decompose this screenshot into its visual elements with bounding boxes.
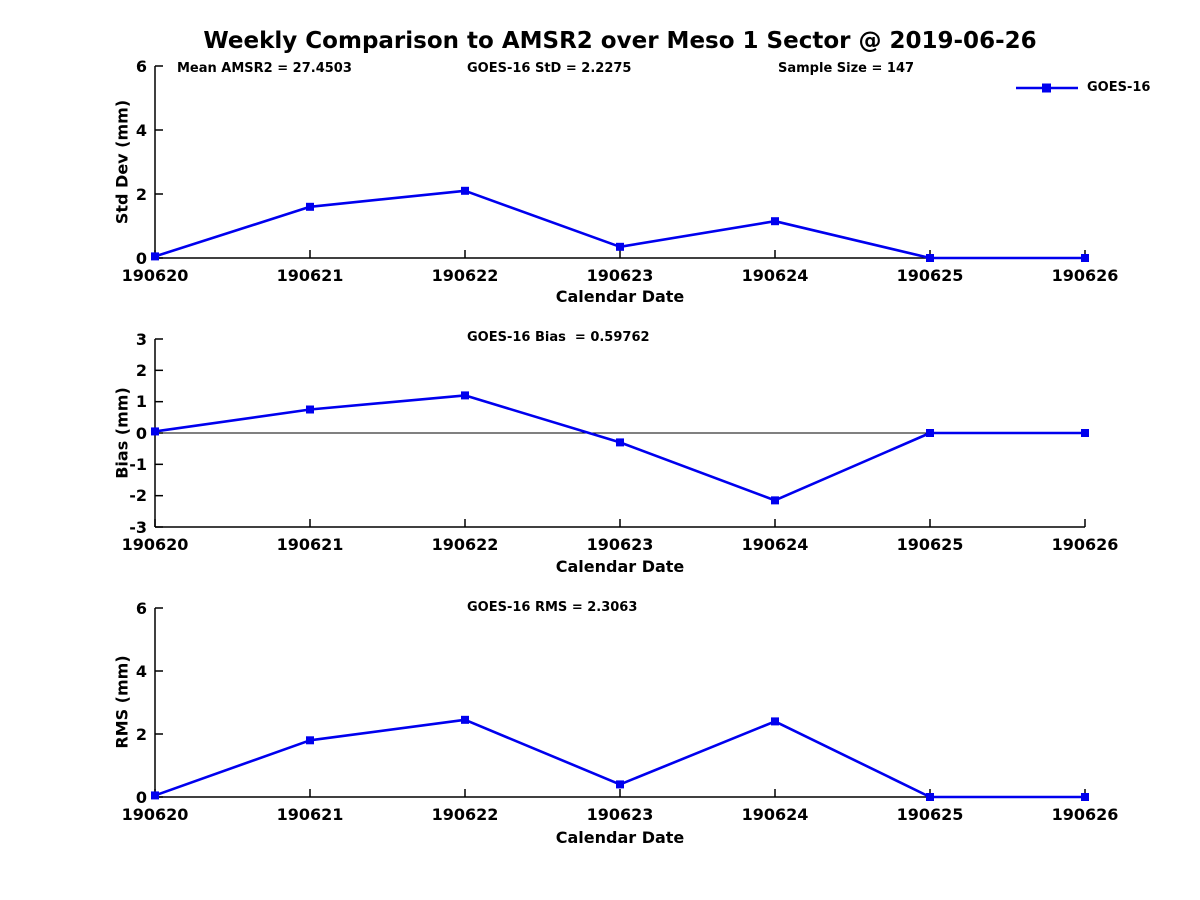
data-marker: [1081, 254, 1089, 262]
x-tick-label: 190626: [1051, 535, 1119, 554]
x-tick-label: 190621: [276, 805, 344, 824]
x-tick-label: 190620: [121, 266, 189, 285]
x-tick-label: 190625: [896, 535, 964, 554]
y-tick-label: 2: [135, 360, 147, 380]
legend-line-sample: [1016, 83, 1078, 92]
y-tick-label: 6: [135, 56, 147, 76]
y-tick-label: 0: [135, 423, 147, 443]
x-tick-label: 190621: [276, 535, 344, 554]
y-tick-label: 2: [135, 724, 147, 744]
x-tick-label: 190620: [121, 805, 189, 824]
data-marker: [616, 780, 624, 789]
x-tick-label: 190622: [431, 535, 499, 554]
data-marker: [151, 427, 159, 436]
y-tick-label: -2: [129, 486, 147, 506]
y-axis-label-stddev: Std Dev (mm): [112, 99, 132, 225]
data-marker: [771, 496, 779, 505]
data-marker: [461, 391, 469, 400]
annotation-goes16-std: GOES-16 StD = 2.2275: [467, 61, 632, 76]
x-axis-label-bottom: Calendar Date: [555, 828, 685, 847]
data-marker: [771, 217, 779, 226]
data-marker: [306, 736, 314, 745]
data-marker: [616, 438, 624, 447]
x-tick-label: 190625: [896, 266, 964, 285]
data-marker: [151, 252, 159, 261]
y-tick-label: -3: [129, 517, 147, 537]
x-axis-label-top: Calendar Date: [555, 287, 685, 306]
x-tick-label: 190620: [121, 535, 189, 554]
x-tick-label: 190624: [741, 535, 809, 554]
annotation-goes16-rms: GOES-16 RMS = 2.3063: [467, 600, 638, 615]
y-tick-label: 6: [135, 598, 147, 618]
x-tick-label: 190624: [741, 805, 809, 824]
y-tick-label: 2: [135, 184, 147, 204]
x-tick-label: 190622: [431, 266, 499, 285]
legend: GOES-16: [1015, 80, 1150, 95]
x-tick-label: 190622: [431, 805, 499, 824]
data-marker: [926, 793, 934, 801]
data-marker: [616, 242, 624, 251]
data-marker: [461, 715, 469, 724]
data-marker: [151, 791, 159, 800]
x-axis-label-middle: Calendar Date: [555, 557, 685, 576]
data-line-goes-16: [154, 394, 1085, 502]
x-tick-label: 190624: [741, 266, 809, 285]
y-tick-label: 4: [135, 661, 147, 681]
data-marker: [1081, 793, 1089, 801]
x-tick-label: 190623: [586, 266, 654, 285]
chart-title: Weekly Comparison to AMSR2 over Meso 1 S…: [203, 28, 1037, 54]
annotation-sample-size: Sample Size = 147: [778, 61, 915, 76]
annotation-goes16-bias: GOES-16 Bias = 0.59762: [467, 330, 650, 345]
data-marker: [306, 202, 314, 211]
data-marker: [461, 186, 469, 195]
x-tick-label: 190623: [586, 535, 654, 554]
y-tick-label: -1: [129, 454, 147, 474]
x-tick-label: 190626: [1051, 805, 1119, 824]
y-tick-label: 1: [135, 392, 147, 412]
y-tick-label: 4: [135, 120, 147, 140]
y-tick-label: 3: [135, 329, 147, 349]
x-tick-label: 190623: [586, 805, 654, 824]
data-marker: [771, 717, 779, 726]
y-tick-label: 0: [135, 248, 147, 268]
y-tick-label: 0: [135, 787, 147, 807]
x-tick-label: 190621: [276, 266, 344, 285]
x-tick-label: 190625: [896, 805, 964, 824]
annotation-mean-amsr2: Mean AMSR2 = 27.4503: [177, 61, 352, 76]
data-marker: [926, 429, 934, 437]
data-marker: [926, 254, 934, 262]
data-marker: [1081, 429, 1089, 437]
x-tick-label: 190626: [1051, 266, 1119, 285]
legend-label-goes16: GOES-16: [1087, 80, 1151, 95]
data-marker: [306, 405, 314, 414]
